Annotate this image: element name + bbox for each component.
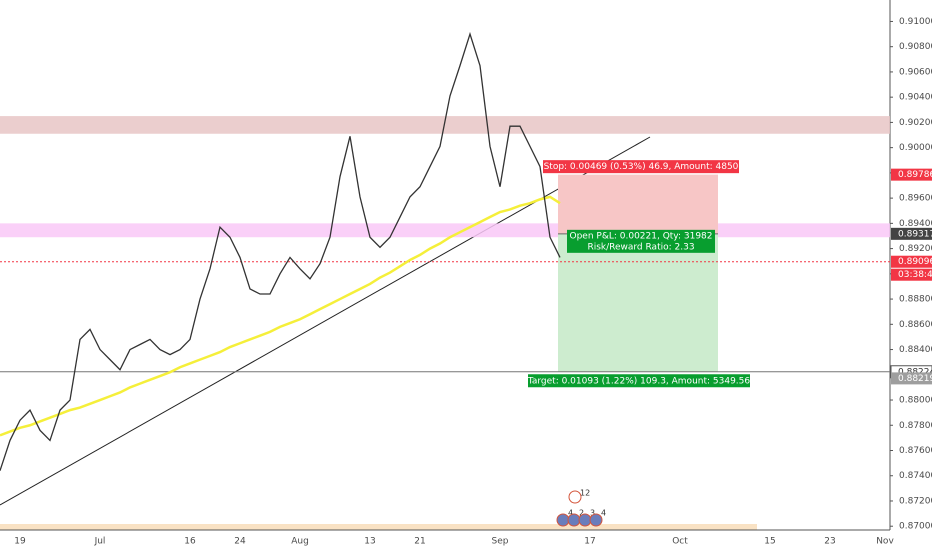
- target-label: Target: 0.01093 (1.22%) 109.3, Amount: 5…: [527, 376, 751, 386]
- x-tick-label: Jul: [94, 537, 106, 547]
- price-tag-box: [891, 168, 932, 181]
- price-tag-label: 0.88219: [898, 374, 932, 384]
- price-line-series: [0, 195, 561, 437]
- price-tag-label: 0.89317: [898, 229, 932, 239]
- x-tick-label: Nov: [876, 537, 894, 547]
- price-tag: 0.89786: [891, 168, 932, 181]
- x-tick-label: 13: [364, 537, 375, 547]
- x-tick-label: Oct: [672, 537, 688, 547]
- price-tag-label: 0.89786: [898, 170, 932, 180]
- stop-area: [558, 174, 718, 234]
- price-tag: 0.89317: [891, 227, 932, 240]
- event-badge-label: 4: [601, 509, 606, 518]
- zone: [0, 223, 890, 238]
- x-tick-label: Sep: [492, 537, 509, 547]
- x-tick-label: 16: [184, 537, 196, 547]
- event-badge-label: 12: [580, 489, 590, 498]
- target-label-box: [528, 374, 750, 388]
- price-tag-box: [891, 227, 932, 240]
- pnl-label: Open P&L: 0.00221, Qty: 31982: [570, 231, 713, 241]
- stop-label: Stop: 0.00469 (0.53%) 46.9, Amount: 4850: [544, 162, 739, 172]
- event-badge-label: 3: [590, 509, 595, 518]
- price-tag-label: 0.88224: [898, 367, 932, 377]
- pnl-box: [567, 229, 715, 253]
- x-tick-label: 17: [584, 537, 595, 547]
- target-area: [558, 233, 718, 372]
- x-tick-label: 21: [414, 537, 425, 547]
- x-tick-label: 19: [14, 537, 26, 547]
- price-tag-box: [891, 255, 932, 268]
- price-tag-box: [891, 372, 932, 385]
- bottom-band: [0, 524, 757, 530]
- price-tag: 0.88219: [891, 372, 932, 385]
- x-tick-label: 23: [824, 537, 835, 547]
- trend-line: [0, 136, 651, 506]
- countdown: 03:38:45: [898, 270, 932, 280]
- zone: [0, 116, 890, 134]
- price-tag: 0.89096 03:38:45: [891, 255, 932, 281]
- price-tag-label: 0.89096: [898, 257, 932, 267]
- countdown-box: [891, 268, 932, 281]
- x-tick-label: 24: [234, 537, 246, 547]
- event-badge: [589, 513, 603, 527]
- event-badge-label: 2: [579, 509, 584, 518]
- rr-label: Risk/Reward Ratio: 2.33: [587, 242, 694, 252]
- x-tick-label: Aug: [291, 537, 309, 547]
- event-badge: [568, 490, 582, 504]
- event-badge-label: 4: [568, 509, 573, 518]
- price-line-series: [0, 31, 561, 471]
- x-tick-label: 15: [764, 537, 775, 547]
- stop-label-box: [543, 160, 739, 174]
